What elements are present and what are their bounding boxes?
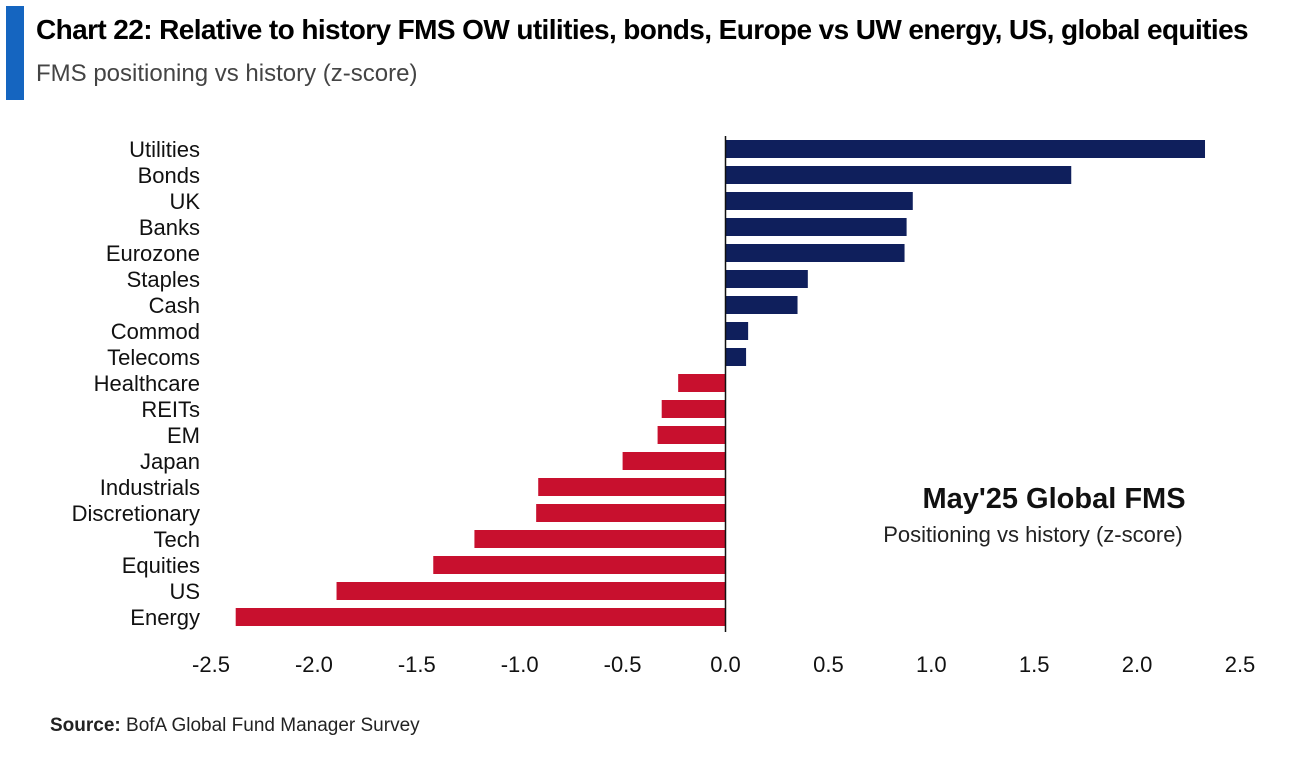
bar-healthcare [678, 374, 726, 392]
bar-uk [725, 192, 913, 210]
x-tick-2.0: 2.0 [1122, 652, 1153, 677]
category-label-banks: Banks [139, 215, 200, 240]
bar-energy [235, 608, 726, 626]
category-label-equities: Equities [122, 553, 200, 578]
category-label-utilities: Utilities [129, 137, 200, 162]
category-label-cash: Cash [149, 293, 200, 318]
bar-em [657, 426, 726, 444]
bar-us [336, 582, 726, 600]
bar-telecoms [725, 348, 747, 366]
category-label-uk: UK [169, 189, 200, 214]
accent-bar [6, 6, 24, 100]
bar-japan [622, 452, 726, 470]
x-tick-1.5: 1.5 [1019, 652, 1050, 677]
category-labels: UtilitiesBondsUKBanksEurozoneStaplesCash… [72, 137, 201, 630]
bar-reits [661, 400, 726, 418]
bar-banks [725, 218, 907, 236]
source-label: Source: [50, 715, 121, 736]
annotation-subtitle: Positioning vs history (z-score) [883, 522, 1183, 547]
x-tick-0.5: 0.5 [813, 652, 844, 677]
x-tick-2.5: 2.5 [1225, 652, 1256, 677]
bar-eurozone [725, 244, 905, 262]
category-label-energy: Energy [130, 605, 200, 630]
bar-chart: UtilitiesBondsUKBanksEurozoneStaplesCash… [72, 136, 1255, 677]
category-label-em: EM [167, 423, 200, 448]
chart-title: Chart 22: Relative to history FMS OW uti… [36, 14, 1249, 45]
category-label-reits: REITs [141, 397, 200, 422]
bar-industrials [538, 478, 726, 496]
bar-cash [725, 296, 798, 314]
category-label-telecoms: Telecoms [107, 345, 200, 370]
category-label-discretionary: Discretionary [72, 501, 200, 526]
x-tick-labels: -2.5 -2.0 -1.5 -1.0 -0.5 0.0 0.5 1.0 1.5 2.0 2.5 [192, 652, 1255, 677]
bar-discretionary [536, 504, 726, 522]
bar-utilities [725, 140, 1206, 158]
category-label-us: US [169, 579, 200, 604]
category-label-tech: Tech [154, 527, 200, 552]
x-tick--1.0: -1.0 [501, 652, 539, 677]
x-tick--2.5: -2.5 [192, 652, 230, 677]
source-text: BofA Global Fund Manager Survey [126, 715, 420, 736]
bar-bonds [725, 166, 1072, 184]
x-tick-0.0: 0.0 [710, 652, 741, 677]
category-label-eurozone: Eurozone [106, 241, 200, 266]
chart-subtitle: FMS positioning vs history (z-score) [36, 60, 418, 87]
bar-staples [725, 270, 808, 288]
category-label-industrials: Industrials [100, 475, 200, 500]
annotation-title: May'25 Global FMS [922, 483, 1185, 515]
category-label-staples: Staples [127, 267, 200, 292]
category-label-commod: Commod [111, 319, 200, 344]
x-tick--1.5: -1.5 [398, 652, 436, 677]
bar-commod [725, 322, 749, 340]
x-tick--0.5: -0.5 [604, 652, 642, 677]
bar-equities [433, 556, 726, 574]
category-label-bonds: Bonds [138, 163, 200, 188]
category-label-healthcare: Healthcare [94, 371, 200, 396]
bar-tech [474, 530, 726, 548]
bars-group [235, 140, 1206, 626]
category-label-japan: Japan [140, 449, 200, 474]
x-tick--2.0: -2.0 [295, 652, 333, 677]
x-tick-1.0: 1.0 [916, 652, 947, 677]
source-note: Source: BofA Global Fund Manager Survey [50, 715, 420, 737]
